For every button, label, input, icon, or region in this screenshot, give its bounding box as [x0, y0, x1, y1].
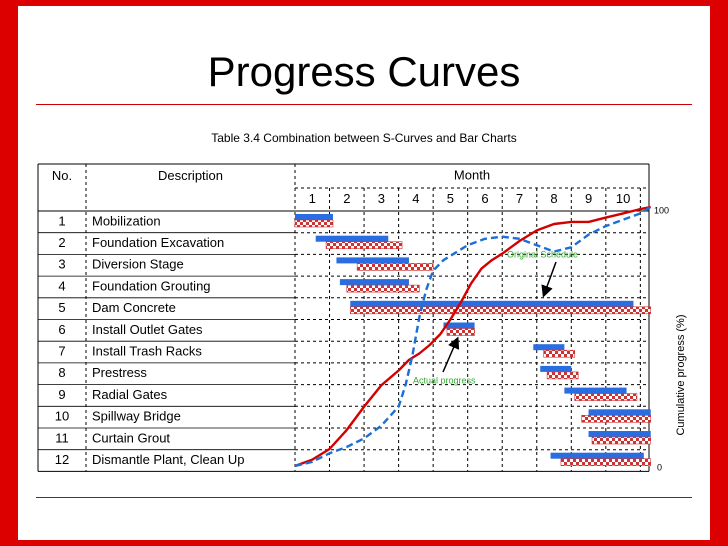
header-month: Month	[454, 167, 490, 182]
original-schedule-bar	[350, 300, 634, 307]
actual-progress-bar	[294, 219, 334, 228]
actual-progress-bar	[349, 306, 652, 315]
original-schedule-bar	[339, 279, 409, 286]
month-tick-label: 10	[616, 191, 630, 206]
actual-progress-curve	[294, 205, 651, 468]
original-schedule-bar	[588, 409, 651, 416]
original-schedule-curve	[294, 205, 652, 468]
header-no: No.	[52, 168, 72, 183]
table-header: No. Description Month 1 2 3 4 5 6 7 8 9 10	[52, 167, 630, 206]
actual-progress-bar	[325, 241, 403, 249]
table-grid	[37, 163, 650, 472]
month-tick-label: 2	[343, 191, 350, 206]
row-description: Foundation Excavation	[92, 235, 224, 250]
original-schedule-annotation: Original Schedule	[507, 249, 578, 259]
row-description: Install Trash Racks	[92, 343, 202, 358]
row-number: 8	[58, 365, 65, 380]
original-schedule-bar	[533, 344, 565, 351]
actual-progress-arrow	[442, 336, 460, 373]
right-axis-max-label: 100	[654, 205, 669, 215]
actual-progress-bar	[574, 393, 638, 401]
original-schedule-bar	[588, 431, 651, 437]
row-number: 1	[58, 213, 65, 228]
table-caption: Table 3.4 Combination between S-Curves a…	[211, 131, 517, 145]
actual-progress-bar	[581, 414, 652, 423]
original-schedule-bar	[540, 365, 572, 372]
row-number: 11	[55, 430, 69, 445]
row-number: 12	[55, 452, 69, 467]
month-tick-label: 1	[309, 191, 316, 206]
original-schedule-bar	[550, 452, 644, 459]
actual-progress-bar	[546, 371, 579, 380]
original-schedule-bar	[295, 214, 333, 220]
month-tick-label: 7	[516, 191, 523, 206]
month-tick-label: 4	[412, 191, 419, 206]
row-number: 7	[58, 343, 65, 358]
month-tick-label: 3	[378, 191, 385, 206]
row-description: Dismantle Plant, Clean Up	[92, 452, 244, 467]
month-tick-label: 5	[447, 191, 454, 206]
row-description: Install Outlet Gates	[92, 322, 203, 337]
table-rows: 1 Mobilization 2 Foundation Excavation 3 Dive…	[55, 213, 245, 467]
right-axis-min-label: 0	[657, 462, 662, 472]
row-number: 5	[58, 300, 65, 315]
actual-progress-bar	[446, 328, 475, 336]
row-number: 6	[58, 322, 65, 337]
row-number: 9	[58, 387, 65, 402]
row-description: Spillway Bridge	[92, 409, 181, 424]
row-number: 2	[58, 235, 65, 250]
month-tick-label: 8	[550, 191, 557, 206]
row-number: 3	[58, 257, 65, 272]
row-description: Foundation Grouting	[92, 278, 211, 293]
original-schedule-bar	[564, 387, 627, 394]
actual-progress-bar	[543, 349, 576, 358]
bottom-rule	[36, 497, 692, 498]
original-schedule-bar	[336, 257, 409, 264]
right-axis-label: Cumulative progress (%)	[675, 314, 687, 435]
row-number: 4	[58, 278, 65, 293]
actual-progress-bar	[346, 284, 420, 293]
original-schedule-bar	[315, 235, 389, 242]
header-description: Description	[158, 168, 223, 183]
month-tick-label: 6	[481, 191, 488, 206]
page-title: Progress Curves	[207, 48, 521, 95]
gantt-bars	[294, 214, 652, 467]
actual-progress-bar	[356, 263, 434, 271]
row-description: Curtain Grout	[92, 430, 170, 445]
month-tick-label: 9	[585, 191, 592, 206]
top-rule	[36, 104, 692, 105]
original-schedule-arrow	[541, 261, 557, 298]
actual-progress-annotation: Actual progress	[413, 375, 476, 385]
row-description: Mobilization	[92, 213, 161, 228]
row-description: Prestress	[92, 365, 147, 380]
row-description: Dam Concrete	[92, 300, 176, 315]
row-number: 10	[55, 409, 69, 424]
annotations: 100 0 Cumulative progress (%) Original Sche…	[413, 205, 687, 472]
row-description: Radial Gates	[92, 387, 168, 402]
original-schedule-bar	[443, 322, 475, 329]
actual-progress-bar	[591, 436, 652, 445]
actual-progress-bar	[560, 458, 652, 467]
s-curves	[294, 205, 652, 468]
row-description: Diversion Stage	[92, 257, 184, 272]
